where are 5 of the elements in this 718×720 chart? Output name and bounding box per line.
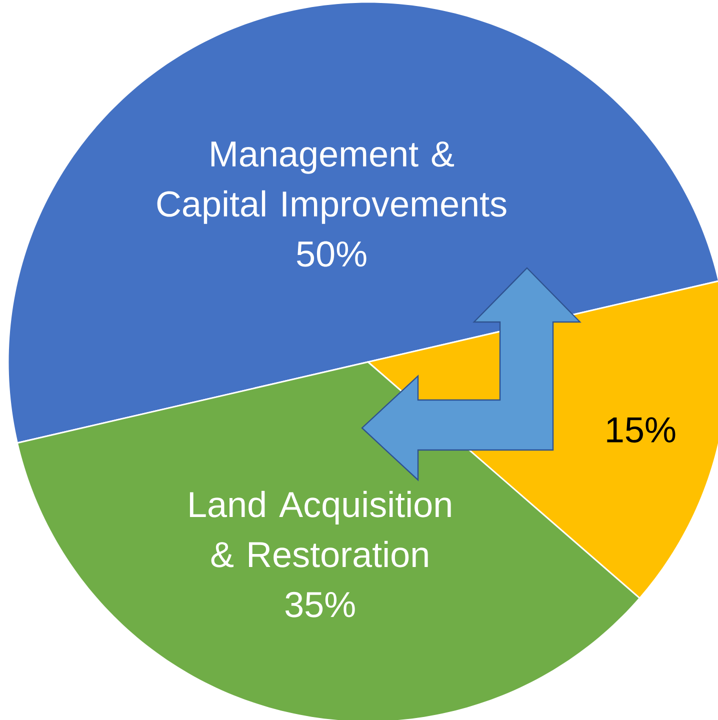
data-label: 35% [285,592,355,618]
data-label: 15% [607,417,676,443]
slice-label: Land Acquisition & Restoration [190,490,451,568]
data-label: 50% [296,241,366,267]
slice-label: Management & Capital Improvements [157,142,506,224]
